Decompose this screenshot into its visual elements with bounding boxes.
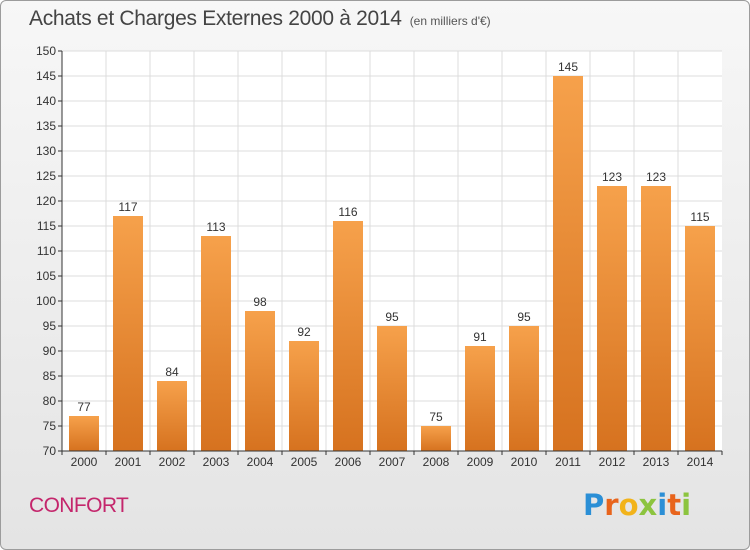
y-tick-label: 130 [36, 144, 56, 158]
x-tick-label-2010: 2010 [511, 455, 538, 469]
x-tick-label-2006: 2006 [335, 455, 362, 469]
bar-2002 [157, 381, 187, 451]
data-label-2002: 84 [165, 365, 179, 379]
commune-name: CONFORT [29, 494, 129, 517]
proxiti-logo: Proxiti [583, 488, 691, 522]
bar-2012 [597, 186, 627, 451]
data-label-2003: 113 [206, 220, 225, 234]
bar-2009 [465, 346, 495, 451]
y-tick-label: 125 [36, 169, 56, 183]
data-label-2012: 123 [602, 170, 622, 184]
y-tick-label: 110 [37, 244, 56, 258]
data-label-2004: 98 [253, 295, 267, 309]
x-tick-label-2012: 2012 [599, 455, 626, 469]
bar-2010 [509, 326, 539, 451]
chart-title: Achats et Charges Externes 2000 à 2014 [29, 7, 402, 30]
x-tick-label-2014: 2014 [687, 455, 714, 469]
x-tick-label-2002: 2002 [159, 455, 186, 469]
data-label-2009: 91 [473, 330, 487, 344]
y-tick-label: 85 [43, 369, 57, 383]
x-tick-label-2005: 2005 [291, 455, 318, 469]
data-label-2013: 123 [646, 170, 666, 184]
y-tick-label: 140 [36, 94, 56, 108]
y-tick-label: 75 [43, 419, 57, 433]
bars [69, 76, 715, 451]
data-label-2000: 77 [77, 400, 91, 414]
y-tick-label: 95 [43, 319, 57, 333]
labels: 70 75 80 85 90 95 100 105 110 115 120 125 130 135 140 1… [36, 44, 714, 469]
chart-subtitle: (en milliers d'€) [409, 14, 491, 28]
x-tick-label-2004: 2004 [247, 455, 274, 469]
logo-letter: t [667, 488, 682, 522]
bar-2005 [289, 341, 319, 451]
y-tick-label: 145 [36, 69, 56, 83]
title-block: Achats et Charges Externes 2000 à 2014 (e… [29, 7, 491, 31]
logo-letter: i [657, 488, 668, 522]
data-label-2014: 115 [690, 210, 709, 224]
y-tick-label: 120 [36, 194, 56, 208]
logo-letter: x [638, 488, 658, 522]
y-tick-label: 135 [36, 119, 56, 133]
x-tick-label-2008: 2008 [423, 455, 450, 469]
x-tick-label-2007: 2007 [379, 455, 406, 469]
x-tick-label-2011: 2011 [555, 455, 581, 469]
data-label-2006: 116 [338, 205, 357, 219]
y-tick-label: 80 [43, 394, 57, 408]
bar-2006 [333, 221, 363, 451]
x-tick-label-2001: 2001 [115, 455, 142, 469]
bar-2014 [685, 226, 715, 451]
logo-letter: r [604, 488, 619, 522]
data-label-2008: 75 [429, 410, 443, 424]
data-label-2005: 92 [297, 325, 311, 339]
bar-2000 [69, 416, 99, 451]
logo-letter: P [583, 488, 605, 522]
logo-letter: o [618, 488, 639, 522]
x-tick-label-2009: 2009 [467, 455, 494, 469]
y-tick-label: 90 [43, 344, 57, 358]
data-label-2007: 95 [385, 310, 399, 324]
bar-2008 [421, 426, 451, 451]
bar-2001 [113, 216, 143, 451]
y-tick-label: 115 [37, 219, 56, 233]
y-tick-label: 105 [36, 269, 56, 283]
logo-letter: i [681, 488, 692, 522]
bar-2013 [641, 186, 671, 451]
data-label-2001: 117 [118, 200, 137, 214]
y-tick-label: 100 [36, 294, 56, 308]
data-label-2011: 145 [558, 60, 578, 74]
y-tick-label: 70 [43, 444, 57, 458]
bar-2007 [377, 326, 407, 451]
bar-2011 [553, 76, 583, 451]
x-tick-label-2013: 2013 [643, 455, 670, 469]
axes [58, 50, 723, 455]
y-tick-label: 150 [36, 44, 56, 58]
x-tick-label-2003: 2003 [203, 455, 230, 469]
x-tick-label-2000: 2000 [71, 455, 98, 469]
bar-2003 [201, 236, 231, 451]
data-label-2010: 95 [517, 310, 531, 324]
bar-2004 [245, 311, 275, 451]
